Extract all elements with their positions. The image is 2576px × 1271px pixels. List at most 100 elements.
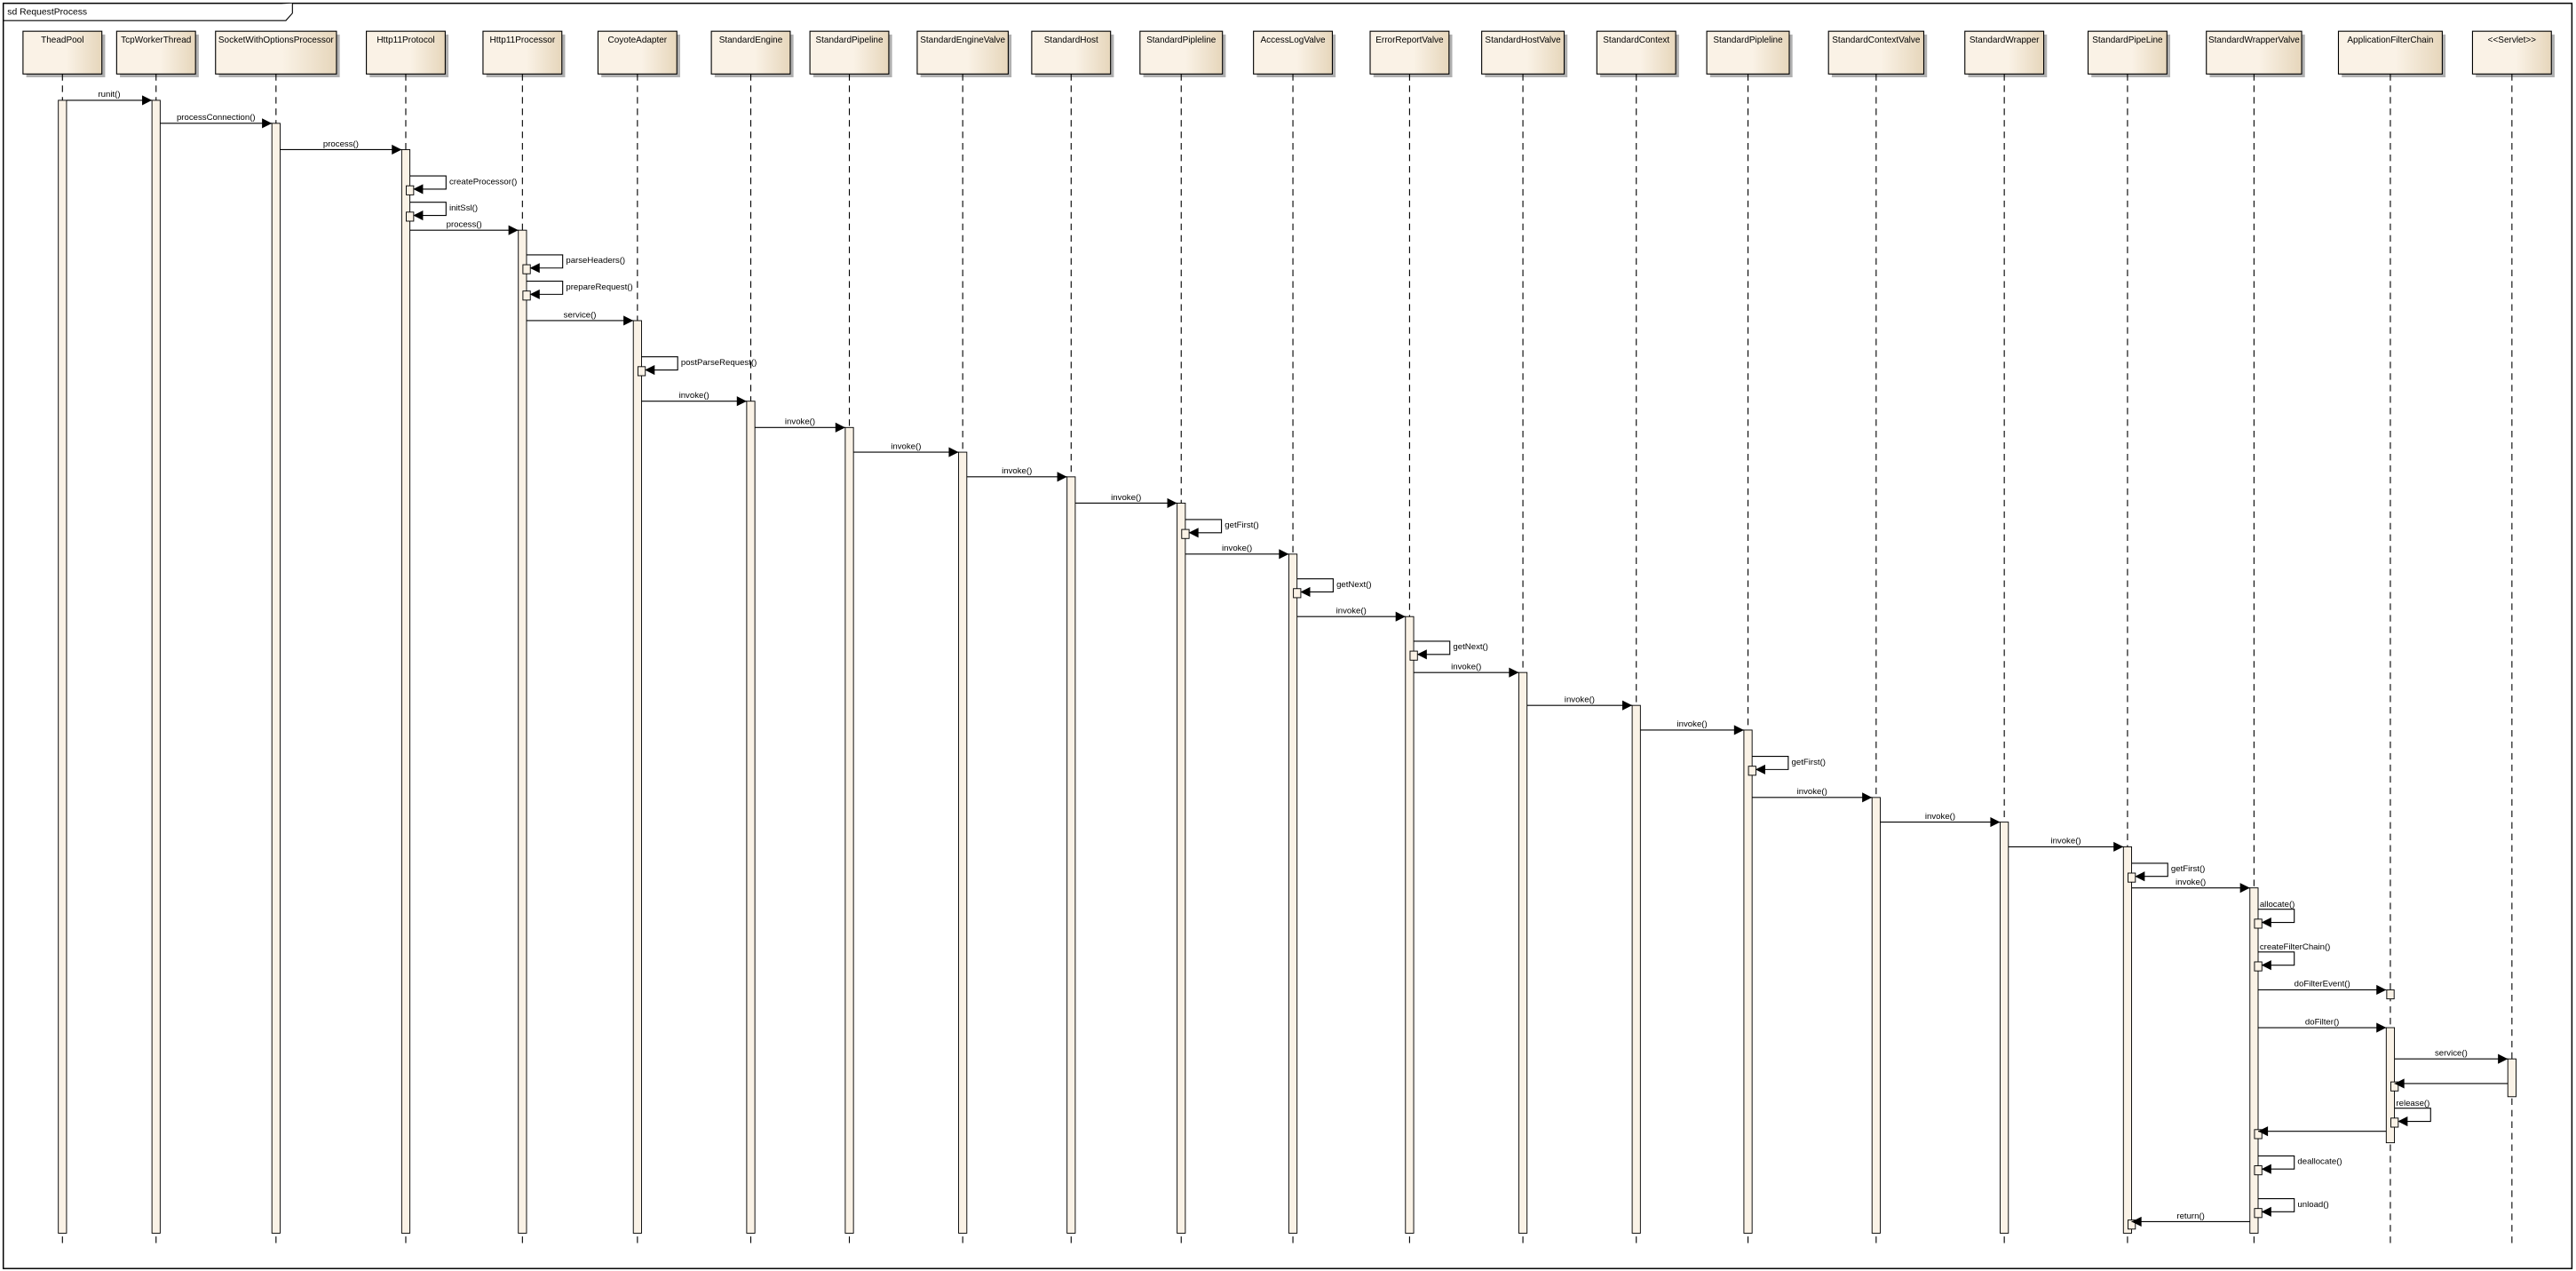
message-label: initSsl() <box>449 203 478 213</box>
message: process() <box>409 219 519 235</box>
self-call-line <box>409 202 447 217</box>
activation-bar <box>1743 729 1753 1234</box>
lifeline-header <box>710 30 791 75</box>
message-label: process() <box>323 139 359 149</box>
activation-box <box>522 290 531 301</box>
lifeline-name: CoyoteAdapter <box>608 36 668 45</box>
arrow-head-icon <box>2258 1126 2269 1137</box>
arrow-head-icon <box>2498 1053 2509 1064</box>
lifeline-name: TcpWorkerThread <box>121 36 191 45</box>
arrow-head-icon <box>142 95 153 106</box>
arrow-head-icon <box>1188 528 1199 538</box>
lifeline: ApplicationFilterChain <box>2337 30 2446 1247</box>
arrow-head-icon <box>529 263 540 274</box>
arrow-head-icon <box>1990 817 2001 828</box>
lifeline-name: StandardPipleline <box>1713 36 1783 45</box>
arrow-head-icon <box>623 315 634 326</box>
lifeline-name: ErrorReportValve <box>1375 36 1444 45</box>
activation-box <box>406 185 415 195</box>
self-call-line <box>2258 1155 2295 1170</box>
message-label: invoke() <box>2176 878 2206 887</box>
activation-box <box>2254 918 2263 929</box>
message-label: postParseRequest() <box>681 358 757 368</box>
message-label: service() <box>2435 1048 2468 1058</box>
activation-bar <box>518 229 527 1234</box>
activation-box <box>406 211 415 222</box>
arrow-head-icon <box>2261 960 2271 971</box>
activation-box <box>1748 766 1756 776</box>
arrow-head-icon <box>1509 667 1519 678</box>
lifeline-header <box>1481 30 1565 75</box>
message: invoke() <box>755 417 845 433</box>
activation-bar <box>1871 797 1881 1234</box>
message: unload() <box>2258 1197 2329 1217</box>
self-call-line <box>2394 1108 2431 1123</box>
message-label: invoke() <box>785 417 815 427</box>
arrow-head-icon <box>1395 611 1406 622</box>
arrow-head-icon <box>1862 792 1873 803</box>
message: prepareRequest() <box>526 281 633 299</box>
lifeline-name: Http11Processor <box>490 36 556 45</box>
lifeline-name: StandardContextValve <box>1832 36 1921 45</box>
message: invoke() <box>853 441 959 457</box>
arrow-head-icon <box>645 364 655 376</box>
lifeline: AccessLogValve <box>1253 30 1336 1247</box>
lifeline-name: TheadPool <box>41 36 83 45</box>
message-label: getFirst() <box>1792 758 1826 767</box>
message <box>2258 1126 2387 1137</box>
message: invoke() <box>1880 812 2001 828</box>
lifelines: TheadPool TcpWorkerThread SocketWithOption… <box>22 30 2555 1247</box>
lifeline: StandardContext <box>1596 30 1679 1247</box>
message-label: invoke() <box>1451 662 1481 671</box>
lifeline: ErrorReportValve <box>1369 30 1453 1247</box>
lifeline: StandardEngineValve <box>916 30 1012 1247</box>
message: invoke() <box>1414 662 1519 678</box>
activation-box <box>2128 1219 2136 1230</box>
arrow-head-icon <box>1622 700 1633 711</box>
lifeline-header <box>1964 30 2045 75</box>
arrow-head-icon <box>1416 649 1427 660</box>
message: invoke() <box>2008 837 2124 852</box>
message-label: invoke() <box>1677 719 1708 729</box>
message-label: return() <box>2176 1211 2205 1221</box>
activation-box <box>2128 872 2136 883</box>
activation-box <box>1409 650 1418 661</box>
lifeline-header <box>482 30 563 75</box>
lifeline-header <box>916 30 1009 75</box>
lifeline-name: StandardWrapperValve <box>2208 36 2300 45</box>
message-label: invoke() <box>679 391 709 401</box>
activation-box <box>1181 528 1190 539</box>
lifeline-name: StandardHostValve <box>1485 36 1561 45</box>
activation-bar <box>151 99 161 1234</box>
arrow-head-icon <box>413 184 424 195</box>
arrow-head-icon <box>2376 984 2387 995</box>
lifeline: TcpWorkerThread <box>115 30 199 1247</box>
activation-bar <box>2507 1058 2517 1098</box>
arrow-head-icon <box>1300 586 1311 597</box>
lifeline-name: StandardPipeline <box>815 36 883 45</box>
message: invoke() <box>1526 695 1633 711</box>
message: runit() <box>66 90 153 106</box>
message: doFilter() <box>2258 1017 2387 1033</box>
self-call-line <box>409 175 447 190</box>
activation-bar <box>632 320 642 1234</box>
arrow-head-icon <box>262 118 273 129</box>
arrow-head-icon <box>2261 917 2271 928</box>
message-label: createProcessor() <box>449 177 517 187</box>
message-label: prepareRequest() <box>566 282 632 292</box>
message-label: getNext() <box>1453 642 1488 652</box>
self-call-line <box>2258 1197 2295 1212</box>
activation-bar <box>2249 887 2259 1234</box>
message: invoke() <box>1640 719 1744 735</box>
message: doFilterEvent() <box>2258 980 2387 995</box>
message: service() <box>526 310 634 326</box>
arrow-head-icon <box>2135 871 2145 882</box>
lifeline-header <box>366 30 446 75</box>
arrow-head-icon <box>529 289 540 299</box>
message: processConnection() <box>160 113 273 129</box>
lifeline-header <box>597 30 678 75</box>
lifeline: Http11Protocol <box>366 30 449 1247</box>
message: initSsl() <box>409 202 478 221</box>
message-label: invoke() <box>1336 607 1367 616</box>
